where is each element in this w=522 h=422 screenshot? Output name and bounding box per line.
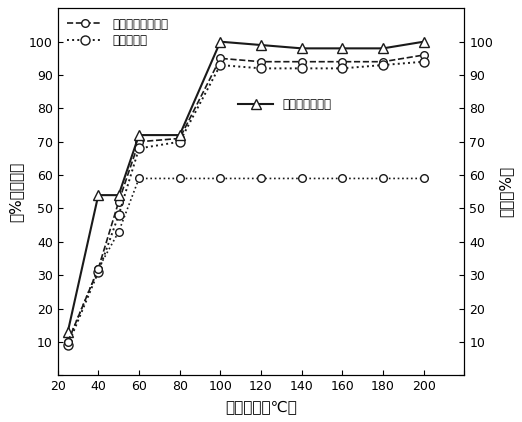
碳酸丙烯酬转化率 [65, 339, 71, 344]
甲醇转化率 [258, 66, 264, 71]
甲醇转化率 [217, 62, 223, 68]
甲醇转化率 [65, 343, 71, 348]
甲醇转化率 [339, 66, 346, 71]
Line: 甲醇转化率: 甲醇转化率 [63, 57, 428, 350]
碳酸丙烯酬转化率 [339, 59, 346, 64]
Y-axis label: （%）转化率: （%）转化率 [8, 162, 23, 222]
碳酸二甲酬收率 [115, 192, 122, 197]
甲醇转化率 [136, 146, 142, 151]
X-axis label: 反应温度（℃）: 反应温度（℃） [225, 399, 297, 414]
碳酸二甲酬收率 [176, 133, 183, 138]
碳酸丙烯酬转化率 [258, 59, 264, 64]
碳酸二甲酬收率 [95, 192, 101, 197]
甲醇转化率 [421, 59, 427, 64]
碳酸丙烯酬转化率 [95, 266, 101, 271]
Y-axis label: 收率（%）: 收率（%） [499, 166, 514, 217]
碳酸丙烯酬转化率 [136, 139, 142, 144]
碳酸二甲酬收率 [136, 133, 142, 138]
碳酸丙烯酬转化率 [115, 199, 122, 204]
碳酸二甲酬收率 [339, 46, 346, 51]
碳酸二甲酬收率 [421, 39, 427, 44]
Legend: 碳酸二甲酬收率: 碳酸二甲酬收率 [234, 95, 335, 115]
甲醇转化率 [95, 269, 101, 274]
Line: 碳酸二甲酬收率: 碳酸二甲酬收率 [63, 37, 429, 337]
碳酸二甲酬收率 [217, 39, 223, 44]
甲醇转化率 [115, 213, 122, 218]
Line: 碳酸丙烯酬转化率: 碳酸丙烯酬转化率 [64, 51, 428, 346]
碳酸二甲酬收率 [299, 46, 305, 51]
甲醇转化率 [299, 66, 305, 71]
碳酸丙烯酬转化率 [217, 56, 223, 61]
碳酸二甲酬收率 [65, 329, 71, 334]
碳酸丙烯酬转化率 [176, 136, 183, 141]
甲醇转化率 [176, 139, 183, 144]
甲醇转化率 [380, 62, 386, 68]
碳酸丙烯酬转化率 [380, 59, 386, 64]
碳酸二甲酬收率 [380, 46, 386, 51]
碳酸二甲酬收率 [258, 43, 264, 48]
碳酸丙烯酬转化率 [299, 59, 305, 64]
碳酸丙烯酬转化率 [421, 52, 427, 57]
